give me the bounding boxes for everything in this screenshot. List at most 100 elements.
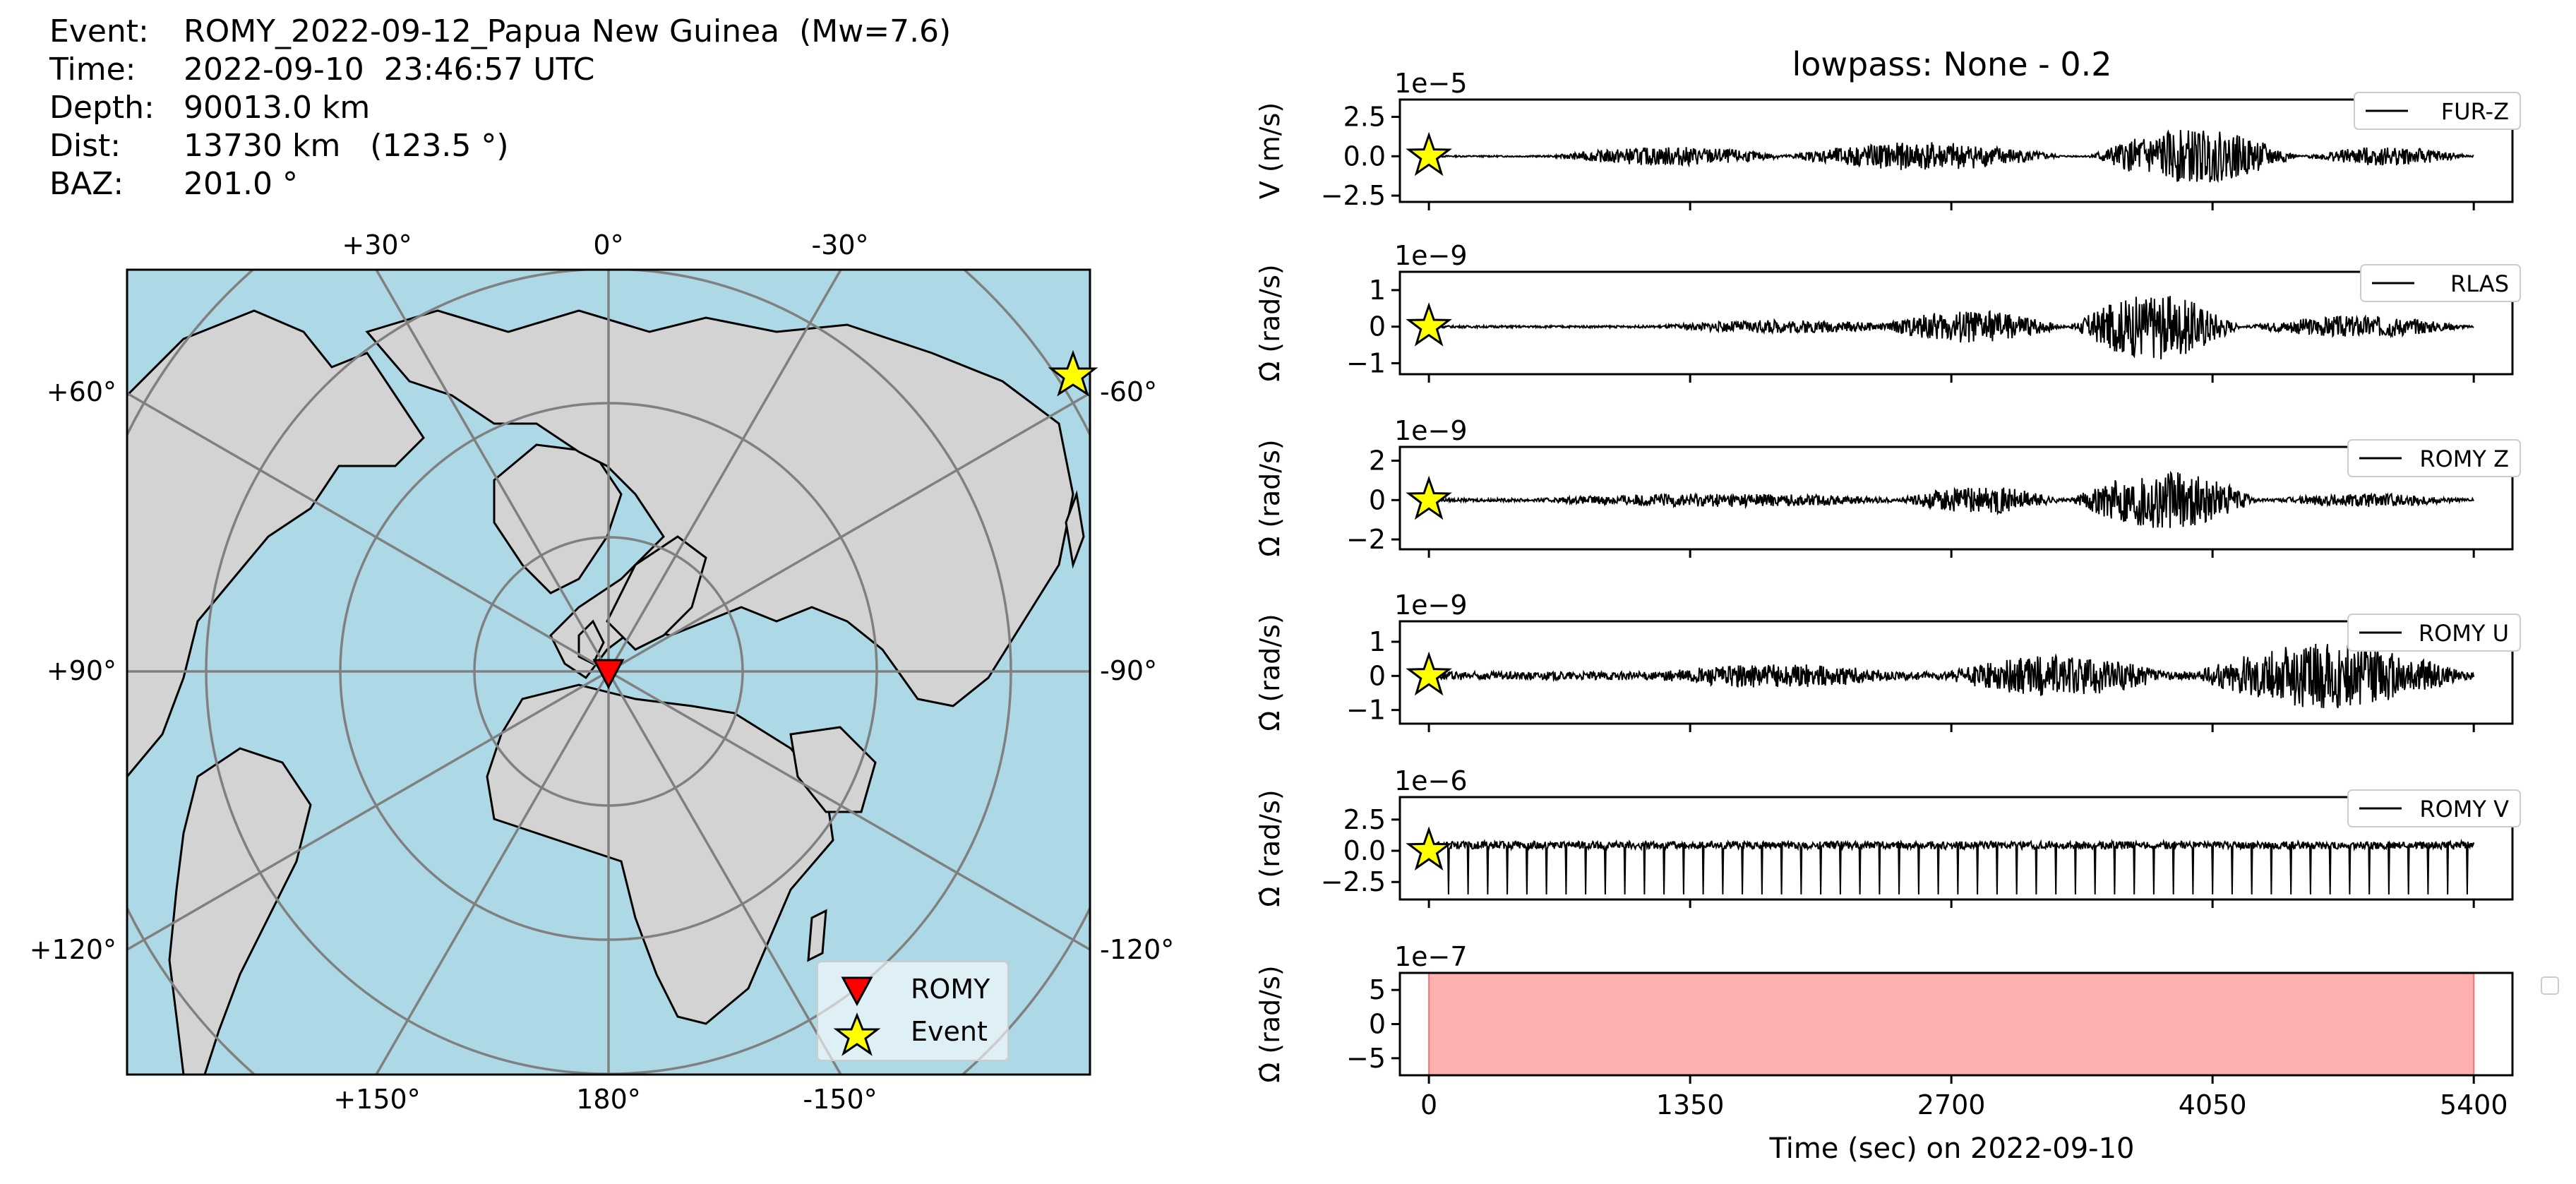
y-tick-label: −1: [1346, 695, 1386, 726]
y-axis-label: Ω̇ (rad/s): [1254, 439, 1286, 556]
legend-label: FUR-Z: [2441, 98, 2509, 125]
baz-value: 201.0 °: [184, 166, 298, 202]
map-top-label: 0°: [593, 229, 623, 261]
waveform-trace: [1428, 129, 2474, 184]
legend-label: RLAS: [2450, 270, 2509, 297]
event-label: Event:: [49, 13, 149, 49]
scale-factor: 1e−6: [1394, 765, 1468, 796]
map-bottom-label: -150°: [803, 1084, 877, 1115]
map-legend: ROMY Event: [817, 961, 1009, 1061]
south-america-land: [168, 747, 312, 1075]
panel-frame: [1398, 98, 2514, 203]
time-value: 2022-09-10 23:46:57 UTC: [184, 52, 595, 88]
y-axis-label: Ω̇ (rad/s): [1254, 789, 1286, 907]
x-tick-label: 5400: [2440, 1089, 2508, 1120]
chart-title: lowpass: None - 0.2: [1792, 45, 2112, 83]
legend-box: [2360, 264, 2521, 302]
scale-factor: 1e−9: [1394, 590, 1468, 621]
map-left-label: +90°: [47, 655, 116, 686]
map-top-label: -30°: [811, 229, 868, 261]
waveform-trace: [1428, 470, 2474, 528]
panel-legend: FUR-Z: [2354, 92, 2521, 130]
x-tick-label: 0: [1420, 1089, 1437, 1120]
panel-legend: ROMY Z: [2347, 439, 2521, 477]
map-event-star-icon: [1048, 349, 1098, 397]
y-tick-label: −2.5: [1321, 180, 1386, 211]
dist-label: Dist:: [49, 128, 121, 164]
map-land: [127, 309, 1085, 1075]
legend-box: [2347, 439, 2521, 477]
y-tick-label: 0: [1369, 484, 1386, 515]
eurasia-land: [365, 309, 1074, 707]
depth-label: Depth:: [49, 90, 155, 126]
scandinavia-land: [606, 535, 707, 651]
fill-region: [1428, 972, 2475, 1076]
map-right-label: -90°: [1100, 655, 1157, 686]
y-tick-label: 2.5: [1343, 102, 1386, 133]
map-right-label: -120°: [1100, 934, 1174, 965]
map-right-label: -60°: [1100, 376, 1157, 407]
y-tick-label: 0.0: [1343, 140, 1386, 172]
y-tick-label: −2: [1346, 524, 1386, 555]
scale-factor: 1e−5: [1394, 68, 1468, 99]
legend-label: ROMY U: [2419, 620, 2509, 647]
event-star-icon: [1406, 475, 1452, 520]
y-tick-label: 1: [1369, 626, 1386, 657]
waveform-panel: −1 01 1e−9 Ω̇ (rad/s) ROMY U: [1254, 590, 2521, 732]
map-left-label: +60°: [47, 376, 116, 407]
panel-frame: [1398, 446, 2514, 551]
legend-event-label: Event: [911, 1016, 988, 1047]
x-tick-label: 1350: [1656, 1089, 1725, 1120]
event-star-icon: [1406, 131, 1452, 177]
waveform-panel: −2 0 2 1e−9 Ω̇ (rad/s) ROMY Z: [1254, 415, 2521, 558]
station-marker-icon: [592, 659, 625, 690]
scale-factor: 1e−9: [1394, 415, 1468, 446]
x-tick-label: 4050: [2179, 1089, 2247, 1120]
y-tick-label: 2.5: [1343, 804, 1386, 835]
panel-frame: [1398, 270, 2514, 376]
panel-frame: [1398, 620, 2514, 725]
x-tick-label: 2700: [1917, 1089, 1986, 1120]
legend-label: ROMY Z: [2419, 446, 2509, 472]
y-tick-label: −2.5: [1321, 866, 1386, 897]
y-tick-label: −5: [1346, 1043, 1386, 1074]
north-america-land: [127, 309, 425, 779]
event-star-icon: [1406, 651, 1452, 696]
scale-factor: 1e−7: [1394, 941, 1468, 972]
legend-station-label: ROMY: [911, 974, 990, 1005]
y-axis-label: Ω̇ (rad/s): [1254, 614, 1286, 731]
y-tick-label: 5: [1369, 974, 1386, 1005]
waveform-panel: −2.50.02.5 1e−6 Ω̇ (rad/s) ROMY V: [1254, 765, 2521, 908]
map-bottom-label: 180°: [576, 1084, 641, 1115]
dist-value: 13730 km (123.5 °): [184, 128, 509, 164]
madagascar-land: [807, 909, 827, 962]
depth-value: 90013.0 km: [184, 90, 371, 126]
panel-frame: [1398, 796, 2514, 901]
japan-land: [1065, 490, 1085, 569]
baz-label: BAZ:: [49, 166, 124, 202]
y-tick-label: −1: [1346, 347, 1386, 378]
waveform-trace: [1428, 838, 2475, 895]
legend-event-icon: [833, 1012, 881, 1056]
time-label: Time:: [49, 52, 136, 88]
y-axis-label: Ω̇ (rad/s): [1254, 965, 1286, 1082]
event-value: ROMY_2022-09-12_Papua New Guinea (Mw=7.6…: [184, 13, 952, 49]
map-bottom-label: +150°: [333, 1084, 420, 1115]
waveform-trace: [1428, 296, 2474, 359]
scale-factor: 1e−9: [1394, 240, 1468, 271]
legend-station-icon: [841, 976, 873, 1007]
map-top-label: +30°: [342, 229, 412, 261]
panel-legend: ROMY V: [2347, 789, 2521, 827]
y-axis-label: Ω̇ (rad/s): [1254, 264, 1286, 381]
y-tick-label: 0.0: [1343, 835, 1386, 866]
waveform-trace: [1428, 643, 2475, 709]
legend-box: [2354, 92, 2521, 130]
legend-label: ROMY V: [2419, 796, 2509, 823]
waveform-panel: −2.5 0.0 2.5 1e−5 V (m/s) FUR-Z: [1254, 68, 2521, 211]
event-star-icon: [1406, 302, 1452, 347]
y-tick-label: 0: [1369, 1009, 1386, 1040]
x-axis-label: Time (sec) on 2022-09-10: [1769, 1132, 2135, 1165]
